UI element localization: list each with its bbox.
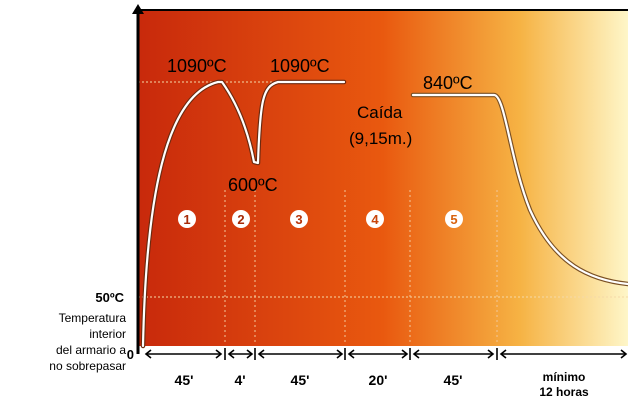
phase-marker-label: 3 — [295, 212, 302, 227]
phase-marker-label: 5 — [450, 212, 457, 227]
duration-label: 45' — [291, 372, 310, 388]
phase-marker-2: 2 — [232, 210, 250, 228]
hold-label: 840ºC — [423, 73, 473, 93]
arrow-head — [336, 349, 344, 359]
phase-dividers — [224, 190, 498, 345]
arrow-head — [257, 349, 265, 359]
timeline-ticks — [224, 348, 498, 360]
cooling-curve — [411, 93, 628, 286]
phase-marker-1: 1 — [178, 210, 196, 228]
duration-label: 45' — [175, 372, 194, 388]
phase-marker-label: 2 — [237, 212, 244, 227]
peak-label-1: 1090ºC — [167, 56, 227, 76]
low-temp-label: 50ºC — [95, 290, 124, 305]
duration-label: 45' — [444, 372, 463, 388]
side-text-line: no sobrepasar — [49, 359, 126, 373]
drop-label-line1: Caída — [357, 103, 403, 122]
trough-label: 600ºC — [228, 175, 278, 195]
side-text-line: del armario a — [56, 343, 126, 357]
phase-marker-4: 4 — [366, 210, 384, 228]
arrow-head — [246, 349, 254, 359]
phase-marker-label: 1 — [183, 212, 190, 227]
arrow-head — [215, 349, 223, 359]
arrow-head — [499, 349, 507, 359]
arrow-head — [401, 349, 409, 359]
phase-marker-label: 4 — [371, 212, 379, 227]
phase-marker-5: 5 — [445, 210, 463, 228]
side-text-line: Temperatura — [59, 311, 127, 325]
temperature-curve — [141, 80, 346, 348]
arrow-head — [227, 349, 235, 359]
arrow-head — [144, 349, 152, 359]
arrow-head — [347, 349, 355, 359]
peak-label-2: 1090ºC — [270, 56, 330, 76]
side-text-line: interior — [89, 327, 126, 341]
timeline — [144, 349, 628, 359]
arrow-head — [620, 349, 628, 359]
final-duration-line2: 12 horas — [539, 385, 589, 399]
duration-label: 20' — [369, 372, 388, 388]
plot-background — [138, 10, 628, 346]
phase-marker-3: 3 — [290, 210, 308, 228]
final-duration-line1: mínimo — [543, 370, 586, 384]
duration-label: 4' — [234, 372, 245, 388]
y-origin-label: 0 — [127, 347, 134, 362]
arrow-head — [412, 349, 420, 359]
arrow-head — [487, 349, 495, 359]
drop-label-line2: (9,15m.) — [349, 129, 412, 148]
